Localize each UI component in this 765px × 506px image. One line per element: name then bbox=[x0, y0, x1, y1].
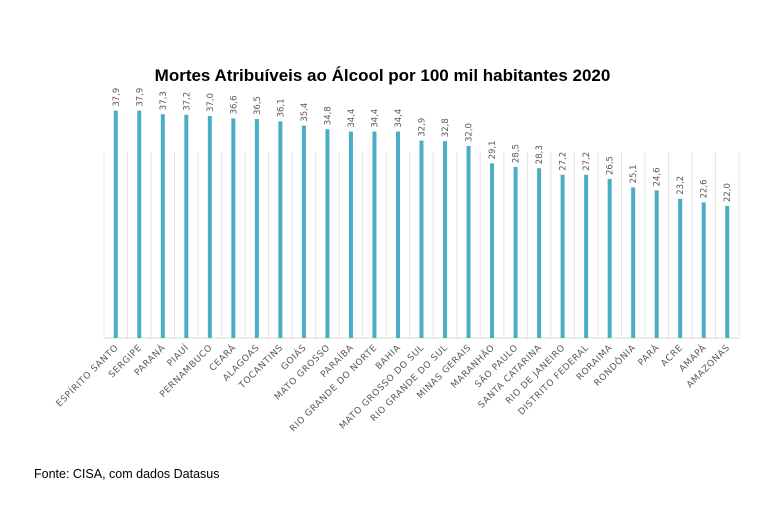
bar bbox=[254, 119, 259, 338]
source-note: Fonte: CISA, com dados Datasus bbox=[34, 467, 220, 481]
bar bbox=[348, 131, 353, 338]
bar bbox=[725, 206, 730, 338]
data-label: 28,5 bbox=[512, 144, 522, 163]
bars bbox=[113, 110, 730, 339]
bar bbox=[207, 116, 212, 338]
bar bbox=[631, 187, 636, 338]
bar bbox=[560, 174, 565, 338]
bar bbox=[443, 141, 448, 338]
data-label: 34,8 bbox=[323, 106, 333, 125]
bar bbox=[654, 190, 659, 338]
bar bbox=[113, 110, 118, 338]
category-tick-labels: ESPÍRITO SANTOSERGIPEPARANÁPIAUÍPERNAMBU… bbox=[53, 341, 732, 434]
data-label: 37,3 bbox=[159, 91, 169, 110]
data-label: 25,1 bbox=[629, 164, 639, 183]
data-label: 32,8 bbox=[441, 118, 451, 137]
bar bbox=[678, 198, 683, 338]
data-label: 36,6 bbox=[229, 95, 239, 114]
data-label: 28,3 bbox=[535, 145, 545, 164]
data-label: 32,0 bbox=[465, 123, 475, 142]
data-label: 26,5 bbox=[606, 156, 616, 175]
bar bbox=[301, 125, 306, 338]
data-label: 37,9 bbox=[135, 88, 145, 107]
data-label: 22,0 bbox=[723, 183, 733, 202]
bar bbox=[184, 114, 189, 338]
data-label: 34,4 bbox=[394, 109, 404, 128]
bar bbox=[513, 167, 518, 338]
data-label: 35,4 bbox=[300, 103, 310, 122]
data-label: 29,1 bbox=[488, 140, 498, 159]
bar bbox=[231, 118, 236, 339]
bar bbox=[701, 202, 706, 338]
data-label: 23,2 bbox=[676, 176, 686, 195]
data-label: 24,6 bbox=[653, 167, 663, 186]
bar bbox=[160, 114, 165, 338]
data-label: 37,0 bbox=[206, 93, 216, 112]
data-label: 36,1 bbox=[276, 98, 286, 117]
bar bbox=[537, 168, 542, 338]
bar bbox=[395, 131, 400, 338]
data-labels: 37,9 37,9 37,3 37,2 37,0 36,6 36,5 36,1 35,4 34,8… bbox=[112, 88, 733, 202]
category-tick-label: PARÁ bbox=[635, 341, 662, 368]
data-label: 34,4 bbox=[347, 109, 357, 128]
bar bbox=[584, 174, 589, 338]
data-label: 36,5 bbox=[253, 96, 263, 115]
bar bbox=[372, 131, 377, 338]
data-label: 27,2 bbox=[559, 152, 569, 171]
bar bbox=[325, 129, 330, 338]
data-label: 37,9 bbox=[112, 88, 122, 107]
bar bbox=[607, 179, 612, 338]
bar bbox=[490, 163, 495, 338]
bar bbox=[466, 146, 471, 338]
bar bbox=[278, 121, 283, 339]
data-label: 34,4 bbox=[370, 109, 380, 128]
data-label: 22,6 bbox=[700, 179, 710, 198]
data-label: 32,9 bbox=[418, 118, 428, 137]
chart-title: Mortes Atribuíveis ao Álcool por 100 mil… bbox=[154, 66, 611, 85]
bar bbox=[419, 140, 424, 338]
data-label: 27,2 bbox=[582, 152, 592, 171]
bar bbox=[137, 110, 142, 338]
data-label: 37,2 bbox=[182, 92, 192, 111]
